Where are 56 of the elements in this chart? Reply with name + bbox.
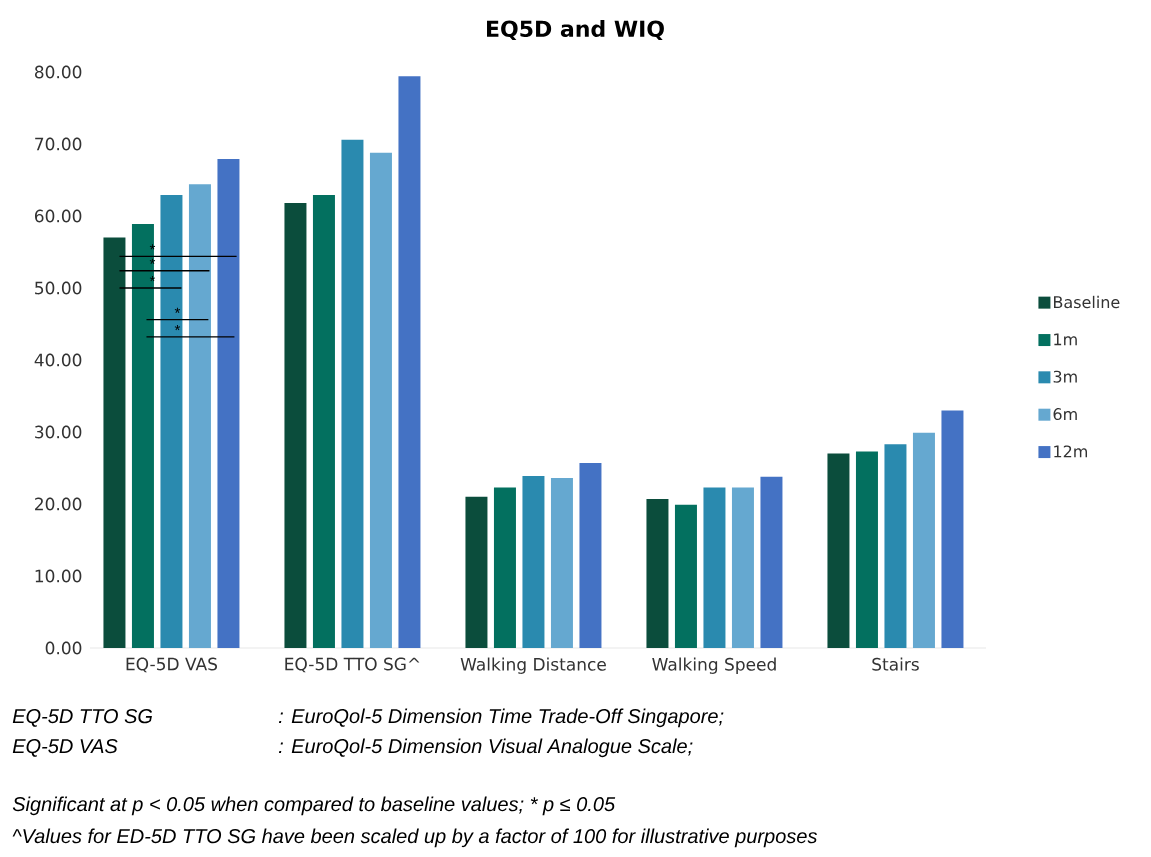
- text: ^Values for ED-5D TTO SG have been scaled up by a factor of 100 for illustrative purposes: [12, 828, 818, 848]
- annotation: *: [174, 324, 181, 331]
- y-tick-label: 50.00: [35, 281, 82, 295]
- y-tick-label: 60.00: [34, 209, 82, 223]
- legend-label: 6m: [1053, 408, 1077, 421]
- text: Significant at p < 0.05 when compared to baseline values; * p ≤ 0.05: [12, 796, 616, 816]
- legend-label: 1m: [1054, 333, 1077, 346]
- y-tick-label: 10.00: [35, 569, 82, 583]
- x-tick-label: Walking Distance: [460, 657, 606, 674]
- y-tick-label: 20.00: [35, 497, 82, 511]
- bar: [912, 432, 935, 649]
- bar: [493, 487, 516, 649]
- bar: [160, 195, 183, 649]
- annotation: *: [149, 244, 156, 250]
- text: : EuroQol-5 Dimension Time Trade-Off Singapore;: [278, 708, 724, 728]
- y-tick-label: 40.00: [34, 353, 82, 367]
- bar: [760, 476, 783, 649]
- legend-label: Baseline: [1054, 295, 1120, 309]
- bar: [579, 462, 602, 649]
- bar: [398, 76, 421, 649]
- bar: [522, 475, 545, 649]
- bar: [884, 444, 907, 649]
- bar: [312, 195, 335, 649]
- annotation: *: [149, 275, 156, 282]
- bar: [646, 498, 669, 649]
- legend-label: 3m: [1053, 370, 1077, 383]
- bar: [369, 152, 392, 649]
- bar: [703, 487, 726, 649]
- legend-label: 12m: [1054, 445, 1088, 458]
- annotation: *: [149, 258, 156, 264]
- bar: [284, 203, 307, 649]
- annotation: *: [174, 307, 181, 313]
- bar: [550, 478, 573, 649]
- bar: [131, 223, 154, 649]
- bar: [341, 139, 364, 649]
- bar: [827, 453, 850, 649]
- bar: [465, 496, 488, 649]
- bar: [188, 184, 211, 649]
- y-tick-label: 80.00: [34, 65, 82, 79]
- bar: [103, 237, 126, 649]
- chart-title: EQ5D and WIQ: [487, 20, 664, 40]
- y-tick-label: 0.00: [45, 641, 82, 655]
- y-tick-label: 30.00: [35, 425, 82, 439]
- text: EQ-5D VAS: [12, 739, 118, 757]
- bar: [217, 159, 240, 649]
- x-tick-label: Stairs: [872, 657, 919, 671]
- x-tick-label: EQ-5D VAS: [126, 657, 218, 673]
- text: EQ-5D TTO SG: [12, 709, 153, 727]
- bar: [855, 451, 878, 649]
- bar: [674, 504, 697, 649]
- x-tick-label: Walking Speed: [652, 657, 776, 674]
- bar: [731, 487, 754, 649]
- x-tick-label: EQ-5D TTO SG^: [285, 657, 420, 673]
- y-tick-label: 70.00: [35, 137, 82, 151]
- text: : EuroQol-5 Dimension Visual Analogue Scale;: [278, 738, 693, 758]
- bar: [941, 410, 964, 649]
